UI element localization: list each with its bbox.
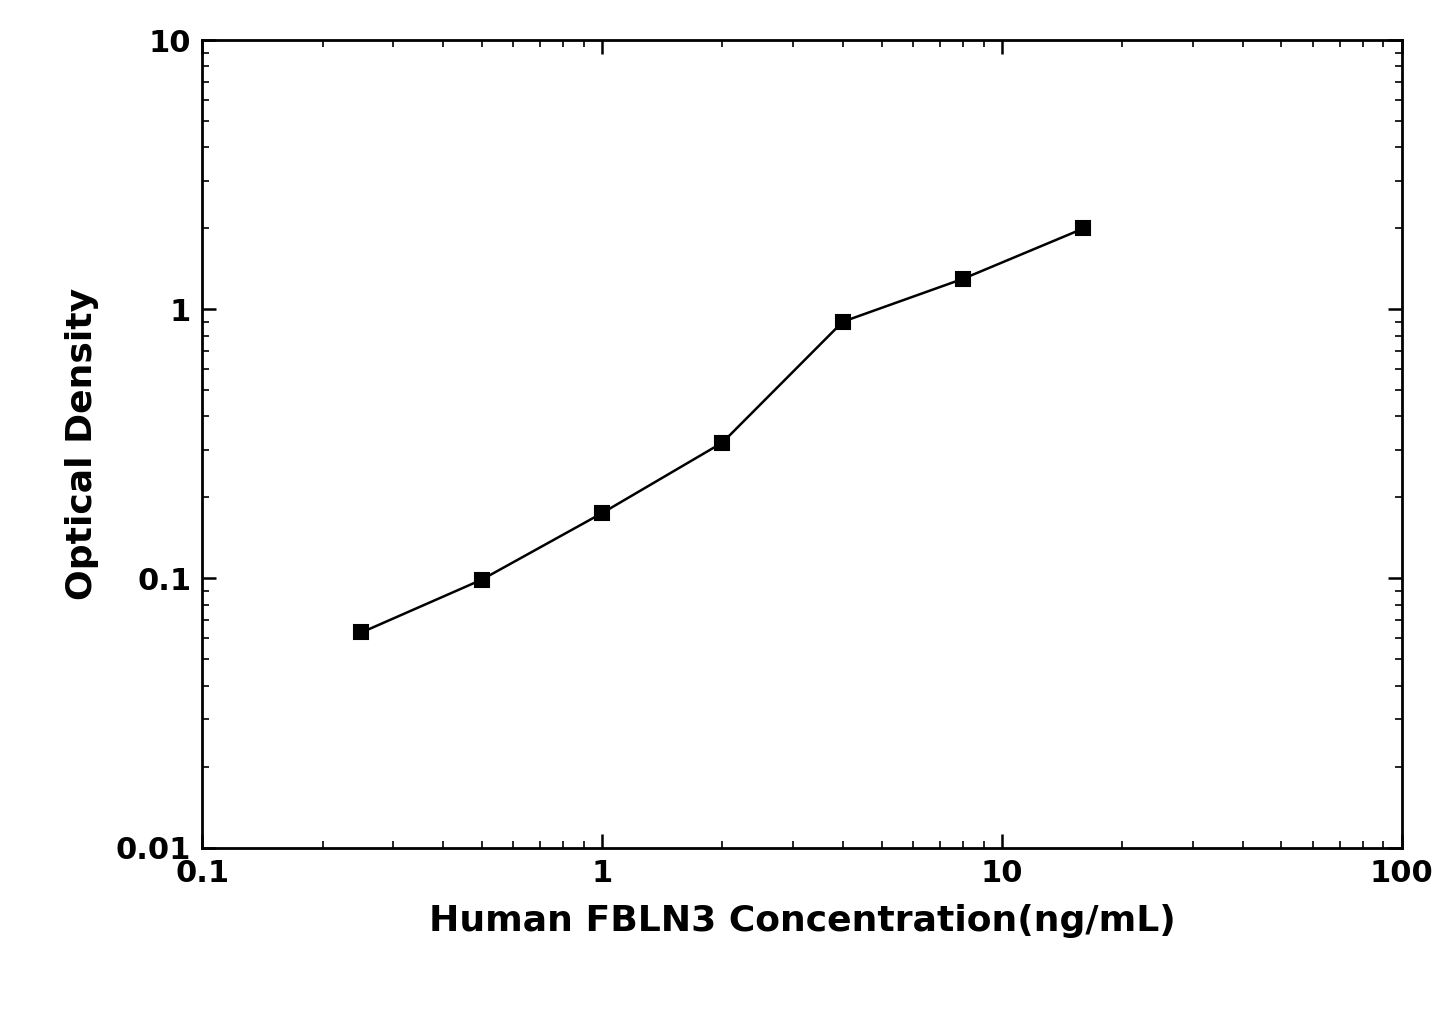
X-axis label: Human FBLN3 Concentration(ng/mL): Human FBLN3 Concentration(ng/mL) [429,904,1175,938]
Y-axis label: Optical Density: Optical Density [65,288,100,600]
